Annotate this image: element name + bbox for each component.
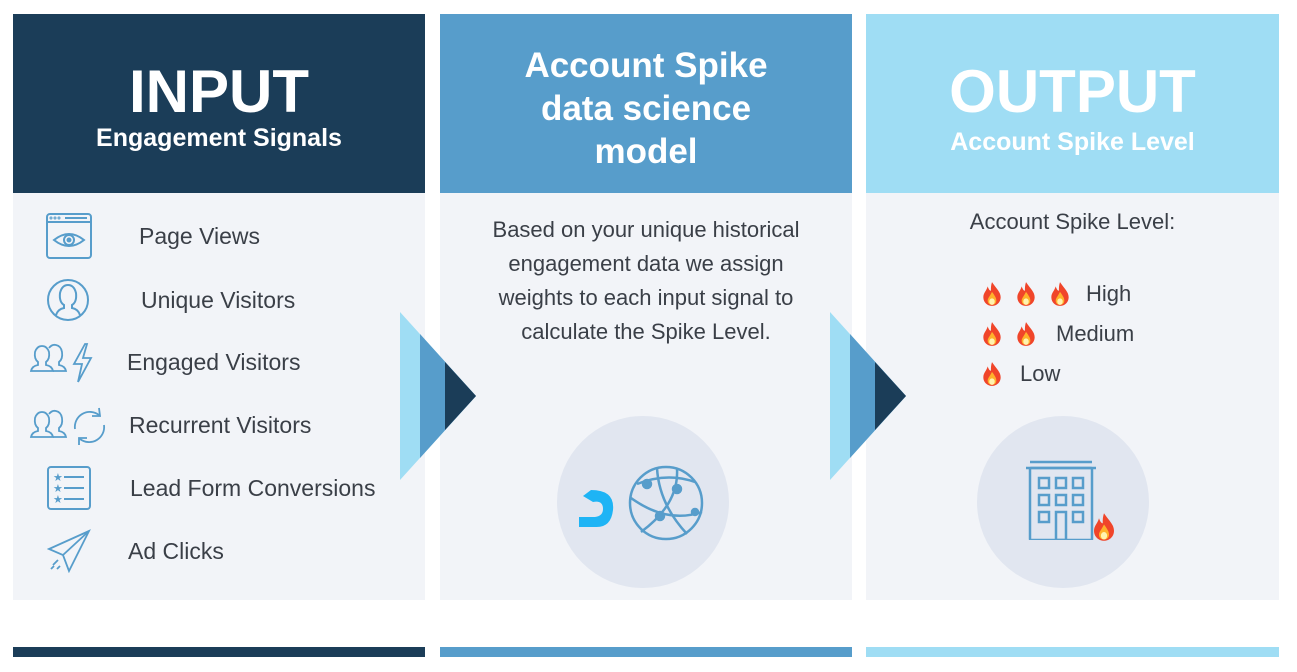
building-icon — [1026, 460, 1096, 540]
input-subtitle: Engagement Signals — [96, 124, 342, 152]
brand-logo-icon — [579, 490, 614, 528]
list-item: ★ ★ ★ Lead Form Conversions — [13, 463, 413, 513]
users-lightning-icon — [29, 343, 93, 383]
item-label: Unique Visitors — [141, 286, 296, 313]
next-row-strip-dark — [13, 647, 425, 657]
svg-text:★: ★ — [53, 472, 63, 484]
output-panel: OUTPUT Account Spike Level Account Spike… — [866, 14, 1279, 600]
item-label: Lead Form Conversions — [130, 474, 376, 501]
level-high: High — [980, 281, 1131, 307]
paper-plane-icon — [47, 529, 91, 573]
flame-icon — [1094, 513, 1114, 541]
level-name: High — [1086, 281, 1132, 306]
model-title-line: model — [594, 132, 698, 171]
users-refresh-icon — [29, 407, 106, 445]
list-item: Recurrent Visitors — [13, 400, 413, 450]
browser-eye-icon — [46, 213, 92, 259]
flame-icon — [983, 282, 1001, 306]
spike-level-label: Account Spike Level: — [969, 209, 1176, 234]
model-illustration — [557, 416, 729, 588]
model-panel: Account Spike data science model Based o… — [440, 14, 852, 600]
flame-icon — [1017, 282, 1035, 306]
arrow-input-to-model — [400, 312, 476, 480]
next-row-strip-mid — [440, 647, 852, 657]
input-list: Page Views Unique Visitors Engaged Visit… — [13, 193, 425, 600]
arrow-model-to-output — [830, 312, 906, 480]
level-name: Low — [1020, 361, 1061, 386]
output-title: OUTPUT — [949, 58, 1196, 125]
input-header: INPUT Engagement Signals — [13, 14, 425, 193]
item-label: Ad Clicks — [128, 537, 224, 564]
level-medium: Medium — [980, 321, 1134, 347]
svg-text:★: ★ — [53, 494, 63, 506]
list-item: Engaged Visitors — [13, 337, 413, 387]
star-list-icon: ★★★ — [47, 466, 91, 510]
list-item: Unique Visitors — [13, 275, 413, 325]
globe-network-icon — [628, 465, 704, 541]
output-illustration — [977, 416, 1149, 588]
flame-icon — [983, 362, 1001, 386]
model-body: Based on your unique historical engageme… — [440, 193, 852, 600]
svg-text:★: ★ — [53, 483, 63, 495]
model-title-line: data science — [540, 89, 752, 128]
output-body: Account Spike Level: High Medium Low — [866, 193, 1279, 600]
flame-icon — [1051, 282, 1069, 306]
item-label: Page Views — [139, 222, 261, 249]
model-description: Based on your unique historical engageme… — [492, 217, 800, 344]
item-label: Engaged Visitors — [127, 348, 301, 375]
input-panel: INPUT Engagement Signals Page Views Uniq… — [13, 14, 425, 600]
list-item: Page Views — [13, 211, 413, 261]
output-subtitle: Account Spike Level — [950, 128, 1195, 156]
level-name: Medium — [1056, 321, 1135, 346]
flame-icon — [983, 322, 1001, 346]
model-title-line: Account Spike — [524, 46, 768, 85]
level-low: Low — [980, 361, 1060, 387]
output-header: OUTPUT Account Spike Level — [866, 14, 1279, 193]
user-circle-icon — [47, 279, 89, 321]
item-label: Recurrent Visitors — [129, 411, 312, 438]
input-title: INPUT — [129, 58, 309, 125]
next-row-strip-light — [866, 647, 1279, 657]
model-header: Account Spike data science model — [440, 14, 852, 193]
flame-icon — [1017, 322, 1035, 346]
list-item: Ad Clicks — [13, 526, 413, 576]
